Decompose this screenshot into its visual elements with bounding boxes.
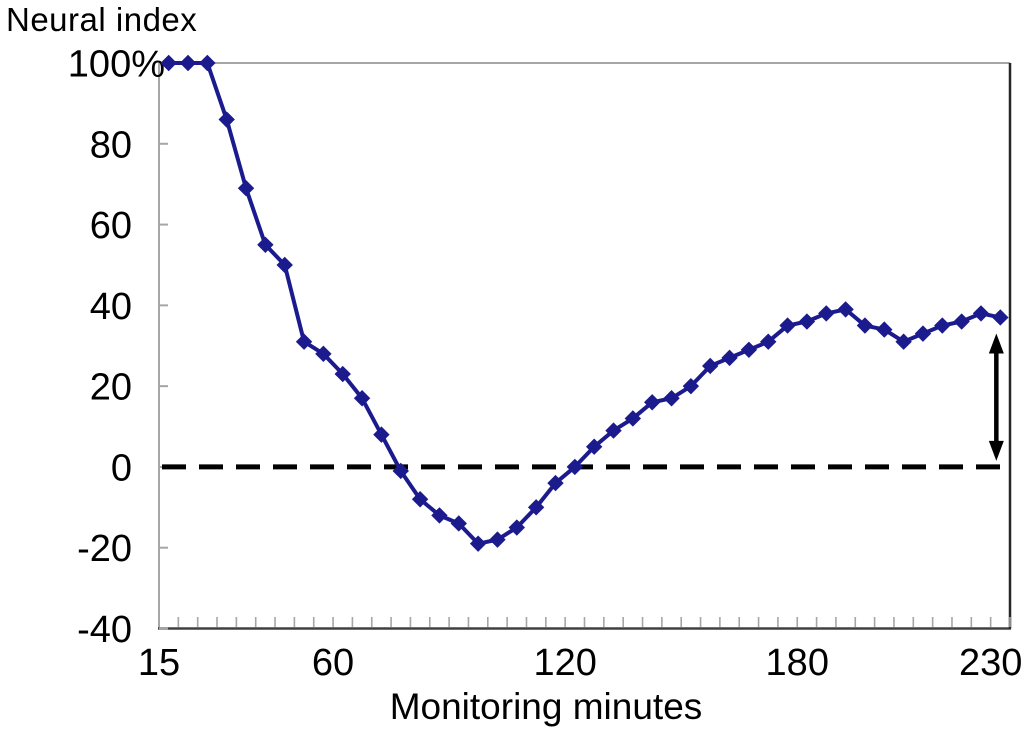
data-point-marker xyxy=(469,535,487,552)
data-point-marker xyxy=(643,394,661,411)
x-tick-label: 120 xyxy=(533,642,596,684)
y-tick-label: 40 xyxy=(90,286,132,328)
data-point-marker xyxy=(295,333,313,350)
data-point-marker xyxy=(721,349,738,367)
x-tick-label: 15 xyxy=(138,642,180,684)
double-arrow-head-top xyxy=(988,333,1004,354)
x-tick-label: 230 xyxy=(959,642,1022,684)
double-arrow-head-bottom xyxy=(988,440,1004,461)
data-point-marker xyxy=(527,499,545,516)
data-point-marker xyxy=(373,426,390,443)
x-axis-title: Monitoring minutes xyxy=(389,686,703,727)
data-point-marker xyxy=(856,317,874,334)
data-point-marker xyxy=(199,54,216,72)
data-point-marker xyxy=(914,325,932,342)
data-point-marker xyxy=(315,345,332,363)
data-point-marker xyxy=(431,507,448,524)
data-point-marker xyxy=(837,301,854,318)
data-point-marker xyxy=(585,438,603,455)
y-tick-label: 0 xyxy=(111,447,132,489)
data-point-marker xyxy=(450,515,467,532)
data-point-marker xyxy=(624,410,642,427)
data-point-marker xyxy=(411,491,429,508)
y-tick-label: 80 xyxy=(90,124,132,166)
data-point-marker xyxy=(953,313,970,330)
y-tick-label: 100% xyxy=(68,44,165,86)
data-line xyxy=(168,61,1001,546)
y-tick-label: -20 xyxy=(77,528,132,570)
data-point-marker xyxy=(489,531,506,548)
data-point-marker xyxy=(547,474,564,492)
data-point-marker xyxy=(972,305,990,322)
data-point-marker xyxy=(353,390,371,407)
data-point-marker xyxy=(992,309,1009,326)
data-point-marker xyxy=(702,357,719,375)
data-point-marker xyxy=(218,111,235,128)
x-tick-label: 180 xyxy=(766,642,829,684)
chart-title: Neural index xyxy=(6,1,198,38)
data-point-marker xyxy=(508,519,526,536)
data-point-marker xyxy=(160,54,177,72)
data-point-marker xyxy=(566,458,584,476)
data-point-marker xyxy=(334,365,351,383)
data-point-marker xyxy=(895,333,912,350)
data-point-marker xyxy=(392,462,409,480)
data-point-marker xyxy=(934,317,951,334)
data-point-marker xyxy=(798,313,816,330)
data-point-marker xyxy=(663,390,680,407)
data-point-marker xyxy=(257,236,274,253)
data-point-marker xyxy=(605,422,622,439)
data-point-marker xyxy=(779,317,796,334)
data-point-marker xyxy=(179,54,197,72)
data-point-marker xyxy=(682,377,700,395)
y-tick-label: 20 xyxy=(90,367,132,409)
y-tick-label: -40 xyxy=(77,609,132,651)
data-point-marker xyxy=(237,180,255,197)
data-point-marker xyxy=(740,341,758,358)
data-point-marker xyxy=(760,333,777,350)
data-point-marker xyxy=(276,256,293,274)
data-point-marker xyxy=(876,321,893,338)
y-tick-label: 60 xyxy=(90,205,132,247)
data-point-marker xyxy=(818,305,835,322)
x-tick-label: 60 xyxy=(312,642,354,684)
